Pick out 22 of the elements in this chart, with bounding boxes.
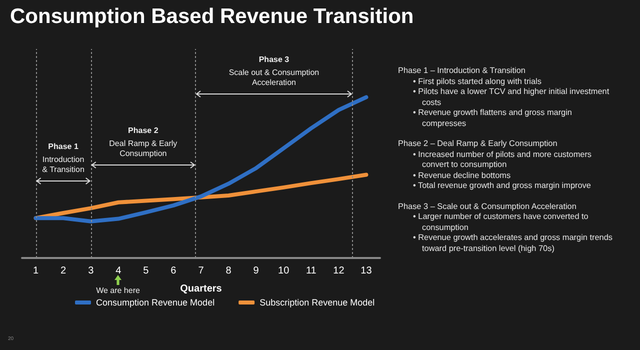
x-tick-label: 13 — [360, 266, 372, 276]
x-tick-label: 11 — [306, 266, 317, 276]
legend-label: Consumption Revenue Model — [96, 298, 215, 308]
x-tick-label: 8 — [226, 266, 232, 276]
x-tick-label: 4 — [116, 266, 122, 276]
chart-title: Consumption Based Revenue Transition — [10, 5, 414, 29]
x-tick-label: 1 — [32, 266, 39, 276]
text: Phase 3 Scale out & Consumption Acceleration — [228, 55, 320, 88]
text: We are here — [96, 286, 140, 296]
x-tick-label: 7 — [198, 266, 204, 276]
x-tick-label: 5 — [143, 266, 150, 276]
annotation: Phase 2 Deal Ramp & Early Consumption — [109, 126, 178, 159]
x-tick-label: 9 — [253, 266, 260, 276]
annotation: Phase 1 Introduction & Transition — [42, 142, 84, 175]
x-tick-label: 2 — [60, 266, 67, 276]
text: Phase 1 – Introduction & Transition • First pilots started along with trials • Pilots have a lower TCV and higher initial investment costs • Revenue growth flattens and gross margin compresses Phase 2 – Deal Ramp & Early Consumption • Increased number of pilots and more customers convert to consumption • Revenue decline bottoms • Total revenue growth and gross margin improve Phase 3 – Scale out & Consumption Acceleration • Larger number of customers have converted to consumption • Revenue growth accelerates and gross margin trends toward pre-transition level (high 70s) — [398, 66, 612, 252]
x-tick-label: 6 — [170, 266, 177, 276]
x-tick-label: 3 — [88, 266, 94, 276]
legend-label: Subscription Revenue Model — [260, 298, 375, 308]
x-axis-title: Quarters — [180, 284, 222, 294]
x-tick-label: 12 — [333, 266, 345, 276]
x-tick-label: 10 — [278, 266, 290, 276]
